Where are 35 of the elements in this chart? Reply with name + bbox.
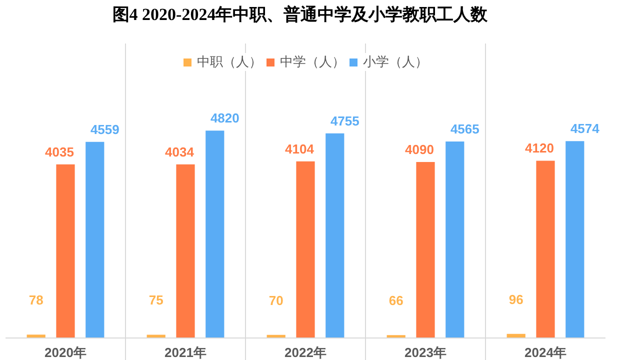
data-label: 66 xyxy=(388,293,404,308)
bar xyxy=(206,130,224,338)
data-label: 75 xyxy=(148,292,164,308)
bar xyxy=(296,161,315,338)
data-label: 78 xyxy=(28,292,44,308)
data-label: 4120 xyxy=(525,140,554,156)
bar xyxy=(536,160,555,338)
bar xyxy=(566,141,584,338)
x-tick-label: 2023年 xyxy=(404,344,446,360)
chart-title: 图4 2020-2024年中职、普通中学及小学教职工人数 xyxy=(111,5,489,25)
data-label: 4755 xyxy=(330,113,360,128)
data-label: 4090 xyxy=(405,142,434,157)
bar xyxy=(86,142,104,338)
x-tick-label: 2021年 xyxy=(164,344,206,360)
x-tick-label: 2024年 xyxy=(524,344,566,360)
bar xyxy=(56,164,75,338)
data-label: 4574 xyxy=(570,121,600,136)
bar xyxy=(326,133,344,338)
data-label: 70 xyxy=(268,292,284,308)
data-label: 4565 xyxy=(450,122,480,137)
x-tick-label: 2020年 xyxy=(44,344,86,360)
legend-label: 中学（人） xyxy=(280,53,345,71)
data-label: 4104 xyxy=(285,141,315,156)
data-label: 96 xyxy=(508,292,524,307)
data-label: 4034 xyxy=(165,144,195,160)
bar xyxy=(416,162,435,338)
legend-label: 小学（人） xyxy=(363,53,428,71)
data-label: 4820 xyxy=(210,110,240,126)
x-tick-label: 2022年 xyxy=(284,344,326,360)
bar xyxy=(176,164,195,338)
legend-label: 中职（人） xyxy=(197,53,262,71)
data-label: 4559 xyxy=(90,122,120,137)
bar xyxy=(446,142,464,338)
bar xyxy=(146,334,166,338)
data-label: 4035 xyxy=(45,144,74,160)
